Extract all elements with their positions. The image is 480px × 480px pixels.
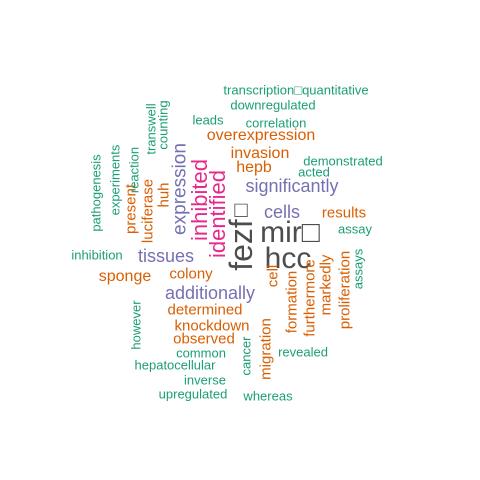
cloud-word: markedly [317, 254, 335, 316]
cloud-word: assay [338, 221, 372, 237]
cloud-word: furthermore [301, 259, 319, 337]
cloud-word: cancer [238, 336, 254, 376]
cloud-word: formation [283, 270, 301, 334]
cloud-word: inhibition [71, 247, 123, 263]
cloud-word: downregulated [230, 97, 316, 113]
cloud-word: expression [169, 143, 191, 235]
cloud-word: significantly [245, 176, 339, 196]
cloud-word: pathogenesis [88, 154, 104, 232]
cloud-word: transcription□quantitative [223, 82, 369, 98]
cloud-word: observed [173, 330, 235, 348]
cloud-word: sponge [98, 268, 152, 285]
cloud-word: □ [234, 197, 248, 222]
cloud-word: experiments [107, 144, 123, 216]
cloud-word: tissues [137, 246, 195, 266]
cloud-word: determined [167, 301, 243, 319]
cloud-word: additionally [164, 283, 256, 303]
cloud-word: huh [155, 182, 173, 208]
cloud-word: inverse [184, 372, 226, 388]
cloud-word: however [128, 300, 144, 350]
cloud-word: invasion [230, 145, 290, 162]
cloud-word: migration [257, 318, 275, 380]
cloud-word: counting [155, 100, 171, 150]
cloud-word: results [321, 204, 367, 222]
cloud-word: leads [192, 112, 224, 128]
cloud-word: revealed [278, 344, 328, 360]
cloud-word: hcc [264, 242, 312, 275]
cloud-word: hepatocellular [134, 357, 216, 373]
cloud-word: correlation [245, 115, 307, 131]
cloud-word: colony [169, 265, 213, 283]
cloud-word: overexpression [206, 127, 316, 144]
cloud-word: cell [264, 264, 282, 288]
cloud-word: hepb [236, 159, 272, 176]
cloud-word: common [176, 345, 226, 361]
cloud-word: acted [298, 164, 330, 180]
cloud-word: reaction [126, 146, 142, 194]
cloud-word: luciferase [139, 178, 157, 244]
cloud-word: knockdown [174, 317, 250, 335]
cloud-word: cells [263, 202, 301, 222]
cloud-word: whereas [243, 388, 293, 404]
cloud-word: upregulated [158, 386, 228, 402]
cloud-word: assays [350, 248, 366, 290]
cloud-word: mir□ [260, 216, 320, 249]
cloud-word: demonstrated [303, 153, 383, 169]
cloud-word: identified [205, 169, 230, 259]
